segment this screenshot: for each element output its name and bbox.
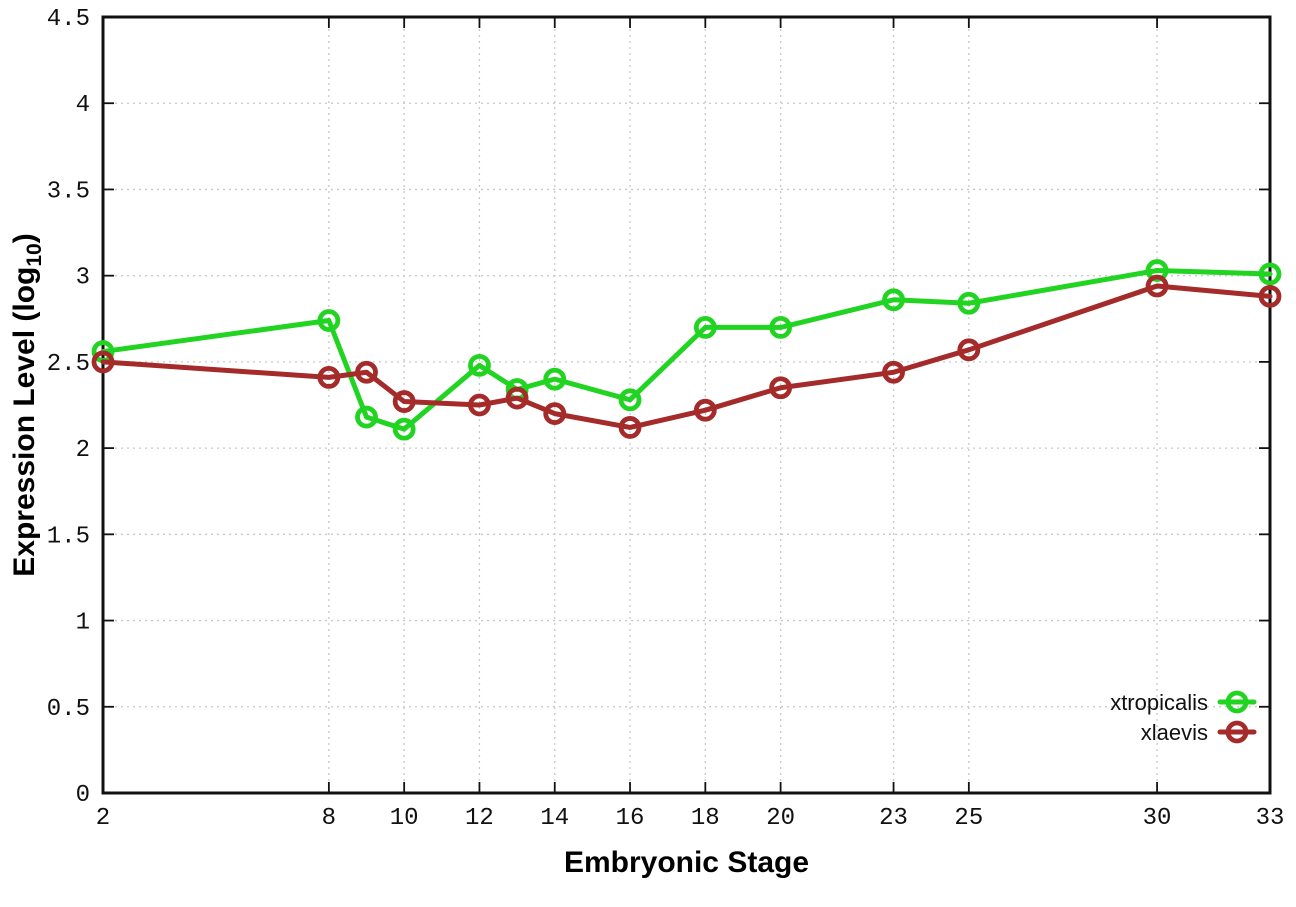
data-point-xtropicalis-stage-25 (957, 291, 981, 315)
data-point-xtropicalis-stage-23 (882, 288, 905, 312)
data-point-xlaevis-stage-33 (1258, 284, 1282, 308)
y-tick-label: 4.5 (47, 6, 90, 33)
data-point-xtropicalis-stage-16 (618, 388, 642, 412)
data-point-xtropicalis-stage-12 (468, 353, 491, 377)
x-tick-label: 12 (465, 805, 494, 832)
x-tick-label: 18 (691, 805, 720, 832)
legend-marker-xtropicalis (1225, 690, 1249, 714)
data-point-xlaevis-stage-10 (392, 390, 416, 413)
data-point-xtropicalis-stage-9 (355, 405, 378, 429)
data-point-xtropicalis-stage-18 (693, 315, 717, 339)
series-line-xtropicalis (100, 267, 1273, 432)
data-point-xtropicalis-stage-30 (1145, 259, 1169, 282)
data-point-xlaevis-stage-20 (769, 376, 793, 400)
data-point-xtropicalis-stage-14 (543, 367, 567, 391)
x-tick-label: 30 (1143, 805, 1172, 832)
data-point-xlaevis-stage-25 (957, 338, 981, 362)
x-tick-label: 25 (954, 805, 983, 832)
legend-marker-xlaevis (1225, 720, 1249, 744)
x-tick-label: 10 (390, 805, 419, 832)
x-tick-label: 16 (616, 805, 645, 832)
data-point-xtropicalis-stage-20 (769, 315, 793, 339)
y-tick-label: 2 (76, 437, 90, 464)
y-tick-label: 0.5 (47, 696, 90, 723)
data-point-xtropicalis-stage-8 (317, 309, 341, 332)
data-point-xlaevis-stage-14 (543, 402, 567, 426)
y-tick-label: 0 (76, 782, 90, 809)
data-point-xlaevis-stage-12 (468, 393, 491, 417)
data-point-xlaevis-stage-9 (355, 360, 378, 384)
data-point-xlaevis-stage-16 (618, 416, 642, 439)
y-tick-label: 2.5 (47, 351, 90, 378)
data-point-xlaevis-stage-8 (317, 366, 341, 389)
y-tick-label: 1.5 (47, 523, 90, 550)
data-point-xlaevis-stage-18 (693, 398, 717, 422)
y-tick-label: 3.5 (47, 178, 90, 205)
data-point-xtropicalis-stage-10 (392, 417, 416, 441)
x-axis-title: Embryonic Stage (564, 846, 809, 879)
plot-frame (101, 15, 1272, 795)
y-tick-label: 3 (76, 265, 90, 292)
series-line-xlaevis (100, 283, 1273, 430)
x-tick-label: 2 (96, 805, 110, 832)
x-tick-label: 14 (540, 805, 569, 832)
data-point-xlaevis-stage-30 (1145, 274, 1169, 298)
y-tick-label: 4 (76, 92, 90, 119)
x-tick-label: 23 (879, 805, 908, 832)
x-tick-label: 33 (1256, 805, 1285, 832)
x-tick-label: 20 (766, 805, 795, 832)
legend-label-xlaevis: xlaevis (1141, 720, 1208, 745)
data-point-xtropicalis-stage-33 (1258, 262, 1282, 286)
data-point-xlaevis-stage-2 (91, 350, 115, 374)
data-point-xlaevis-stage-13 (505, 386, 529, 410)
y-axis-title: Expression Level (log10) (8, 233, 46, 576)
data-point-xlaevis-stage-23 (882, 360, 905, 384)
y-tick-label: 1 (76, 610, 90, 637)
x-tick-label: 8 (322, 805, 336, 832)
legend-label-xtropicalis: xtropicalis (1110, 690, 1208, 715)
